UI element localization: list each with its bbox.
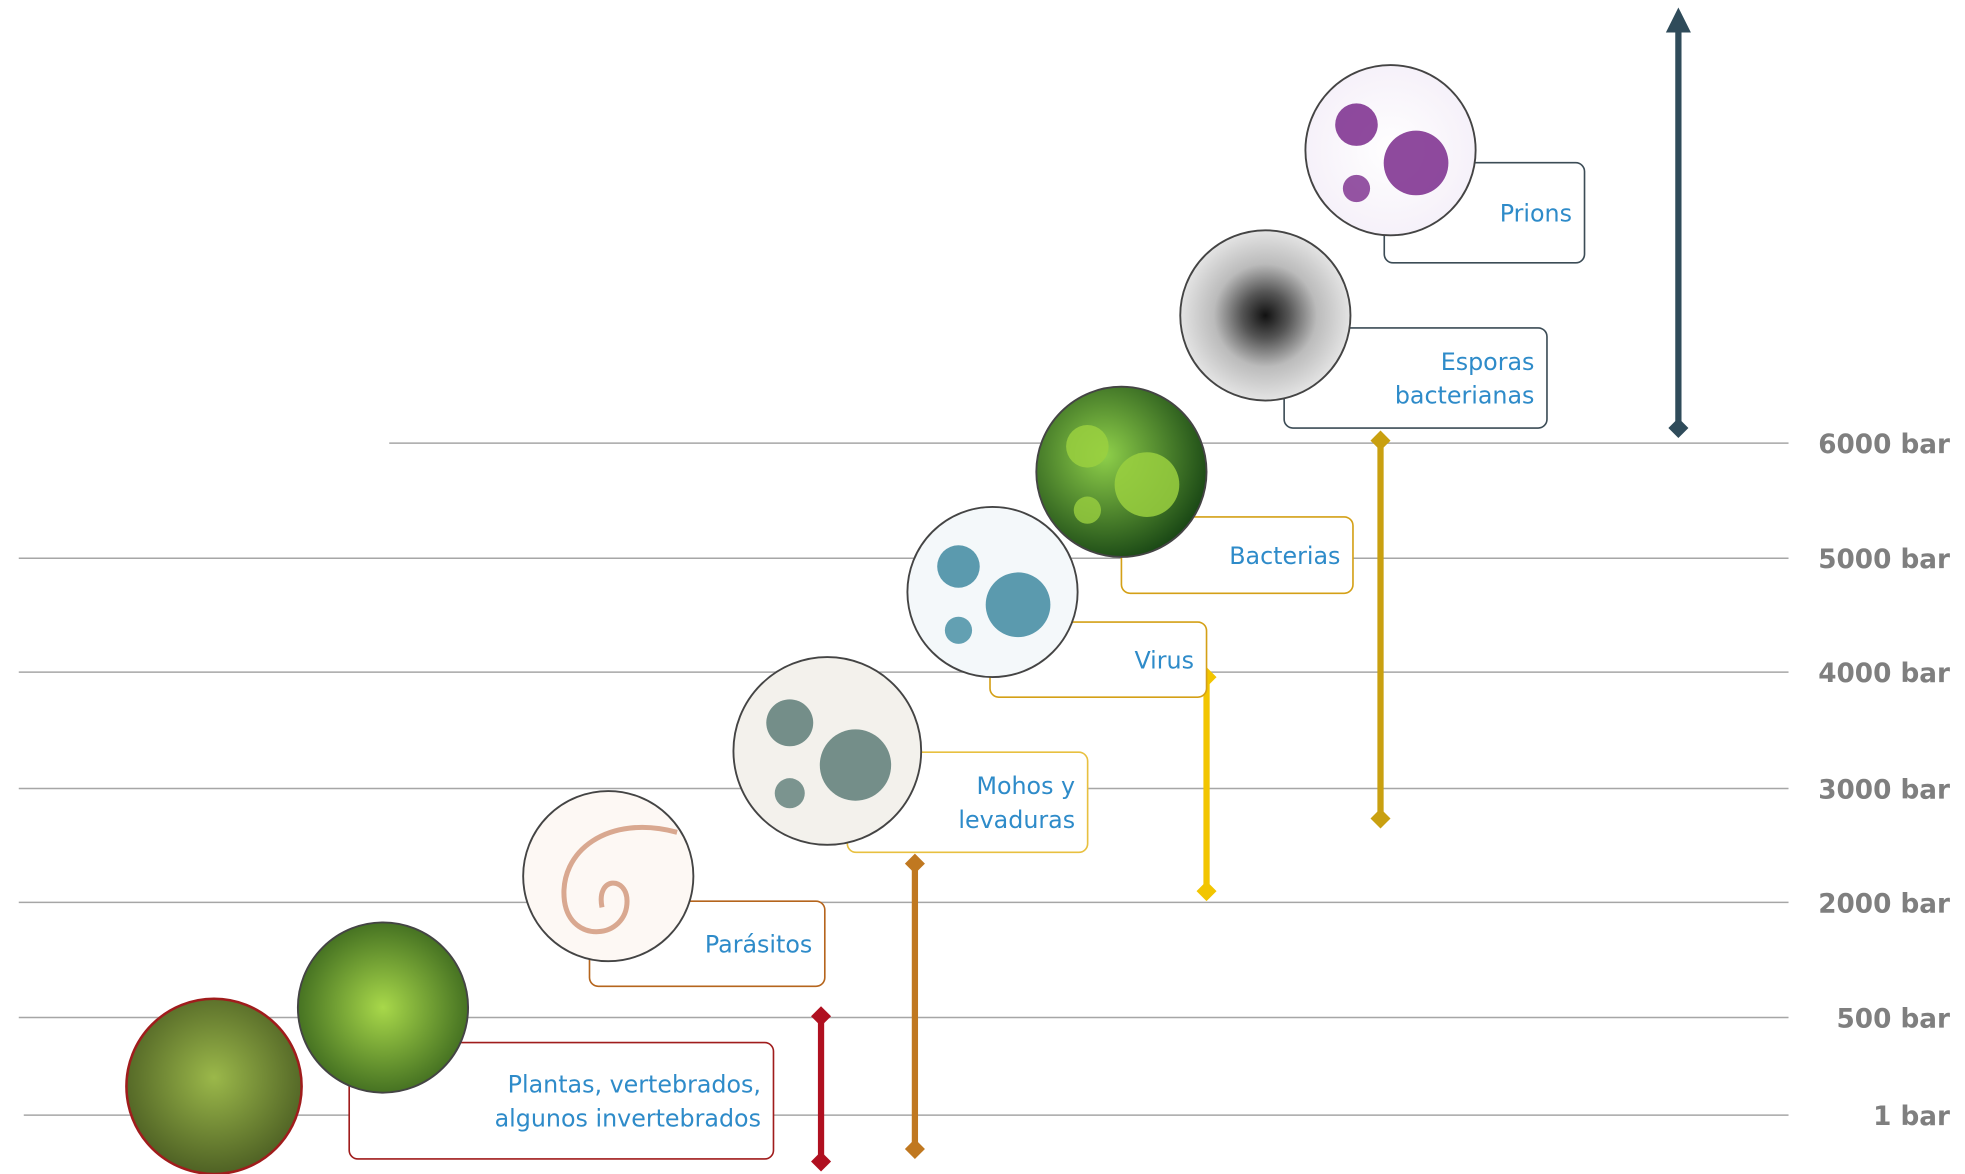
item-label: Prions — [1500, 200, 1572, 228]
image-circle — [522, 790, 695, 963]
level-label: 5000 bar — [1818, 545, 1950, 575]
item: Esporas bacterianas — [1179, 229, 1548, 429]
item-label: algunos invertebrados — [495, 1104, 761, 1132]
image-circle — [1179, 229, 1352, 402]
image-detail — [985, 572, 1051, 638]
image-detail — [937, 545, 980, 588]
image-detail — [1342, 174, 1371, 203]
image-circle — [296, 921, 470, 1094]
item-label: Plantas, vertebrados, — [508, 1071, 761, 1099]
image-detail — [561, 825, 678, 935]
item: Parásitos — [522, 790, 826, 988]
image-detail — [1066, 425, 1109, 468]
item-label: Bacterias — [1229, 542, 1340, 570]
item: Plantas, vertebrados, algunos invertebrad… — [125, 921, 775, 1174]
item: Bacterias — [1035, 385, 1354, 595]
level-label: 500 bar — [1837, 1005, 1950, 1035]
label-box — [348, 1041, 775, 1160]
image-detail — [819, 729, 892, 801]
level-label: 4000 bar — [1818, 659, 1950, 689]
image-detail — [1114, 452, 1180, 517]
image-detail — [1335, 103, 1378, 146]
image-detail — [944, 616, 973, 644]
level-label: 1 bar — [1873, 1102, 1950, 1132]
image-detail — [1073, 496, 1102, 524]
item: Mohos y levaduras — [732, 656, 1089, 854]
item-label: levaduras — [958, 806, 1075, 834]
item-label: Parásitos — [705, 930, 812, 958]
item-label: Mohos y — [976, 772, 1075, 800]
level-label: 3000 bar — [1818, 776, 1950, 806]
image-detail — [1383, 130, 1449, 196]
image-detail — [774, 778, 805, 809]
level-label: 2000 bar — [1818, 889, 1950, 919]
item-label: Virus — [1134, 646, 1194, 674]
item-label: bacterianas — [1395, 382, 1535, 410]
item: Virus — [906, 505, 1208, 698]
frog-image — [125, 997, 303, 1174]
image-detail — [766, 699, 814, 747]
level-label: 6000 bar — [1818, 430, 1950, 460]
item: Prions — [1304, 64, 1586, 264]
item-label: Esporas — [1441, 348, 1535, 376]
